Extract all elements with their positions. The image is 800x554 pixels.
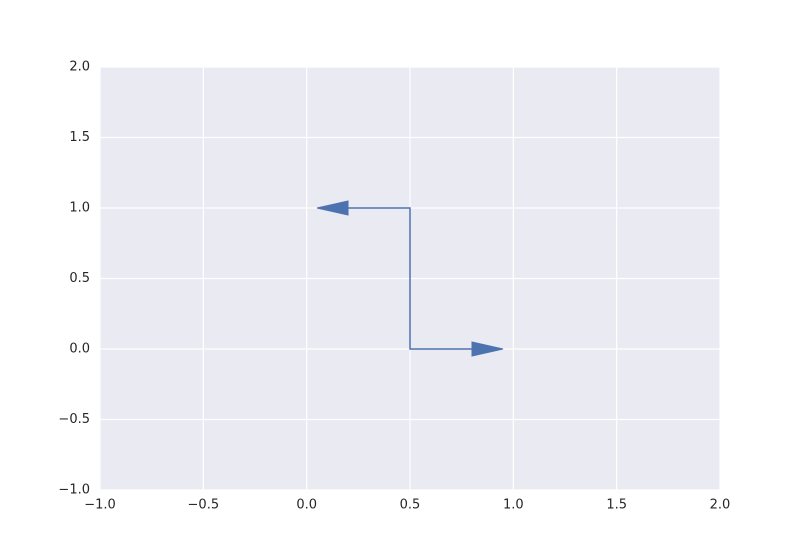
x-tick-label: 0.0 bbox=[296, 498, 317, 513]
x-tick-label: −0.5 bbox=[188, 498, 220, 513]
x-tick-label: 0.5 bbox=[400, 498, 421, 513]
y-tick-label: 0.0 bbox=[69, 342, 90, 357]
y-tick-label: 2.0 bbox=[69, 60, 90, 75]
x-tick-label: 2.0 bbox=[710, 498, 731, 513]
y-tick-label: −0.5 bbox=[58, 412, 90, 427]
arrowhead bbox=[471, 341, 504, 357]
x-tick-label: 1.0 bbox=[503, 498, 524, 513]
line-path bbox=[348, 207, 472, 350]
x-tick-label: 1.5 bbox=[606, 498, 627, 513]
arrowhead bbox=[316, 200, 349, 216]
x-tick-label: −1.0 bbox=[84, 498, 116, 513]
y-tick-label: 0.5 bbox=[69, 271, 90, 286]
y-tick-label: 1.5 bbox=[69, 130, 90, 145]
y-tick-label: −1.0 bbox=[58, 483, 90, 498]
y-tick-label: 1.0 bbox=[69, 201, 90, 216]
